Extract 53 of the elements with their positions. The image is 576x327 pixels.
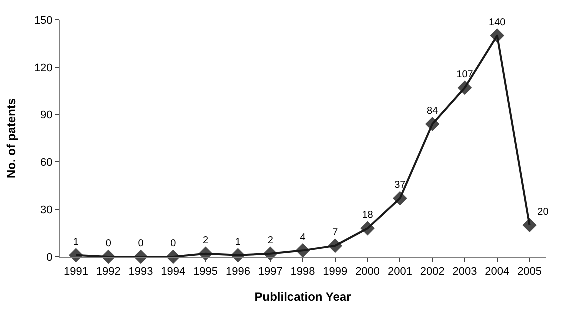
point (458, 80, 472, 96)
data-label: 0 (170, 238, 177, 250)
data-label: 18 (362, 210, 374, 222)
point (522, 218, 537, 233)
data-label: 2 (268, 235, 274, 246)
point (490, 28, 505, 43)
point (231, 248, 246, 263)
x-tick-label: 1997 (258, 266, 283, 278)
x-tick-label: 2003 (452, 266, 478, 278)
x-tick-label: 1998 (290, 266, 316, 278)
point (263, 246, 278, 261)
x-tick-label: 2000 (356, 266, 380, 278)
y-tick-label: 90 (40, 110, 53, 122)
data-label: 0 (138, 238, 144, 250)
point (198, 246, 213, 261)
y-tick-label: 150 (34, 14, 53, 27)
data-label: 1 (73, 237, 80, 248)
data-label: 107 (456, 70, 474, 81)
point (166, 250, 181, 264)
x-tick-label: 2001 (388, 266, 412, 278)
x-tick-label: 2005 (518, 266, 542, 278)
point (360, 221, 375, 236)
data-label: 20 (538, 207, 550, 218)
x-tick-label: 2002 (420, 266, 445, 278)
point (69, 248, 84, 263)
x-tick-label: 2004 (485, 266, 510, 278)
x-tick-label: 1995 (194, 266, 218, 278)
x-tick-label: 1999 (323, 266, 348, 278)
y-axis-title: No. of patents (4, 98, 19, 178)
data-label: 2 (203, 235, 210, 246)
data-label: 4 (300, 232, 306, 244)
data-label: 37 (394, 180, 406, 192)
point (101, 250, 116, 264)
y-tick-label: 0 (46, 252, 53, 264)
y-tick-label: 60 (40, 157, 53, 170)
y-tick-label: 120 (34, 62, 53, 74)
data-label: 0 (106, 238, 112, 250)
point (328, 238, 343, 254)
point (393, 191, 408, 206)
x-tick-label: 1992 (96, 266, 121, 278)
data-label: 140 (489, 17, 506, 28)
x-tick-label: 1996 (226, 266, 250, 278)
data-label: 1 (235, 237, 242, 248)
x-tick-label: 1994 (161, 266, 186, 278)
point (134, 250, 148, 264)
data-label: 7 (332, 228, 339, 239)
data-label: 84 (427, 106, 439, 117)
point (425, 117, 440, 132)
point (296, 244, 310, 258)
x-tick-label: 1993 (128, 266, 154, 278)
y-tick-label: 30 (40, 204, 53, 216)
x-tick-label: 1991 (64, 266, 88, 278)
x-axis-title: Publilcation Year (254, 290, 352, 304)
